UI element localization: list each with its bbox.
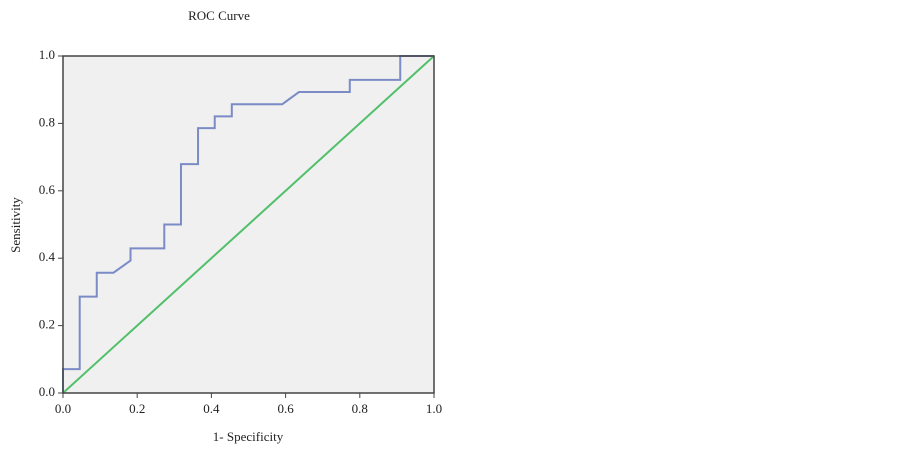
x-tick-label: 0.0	[55, 401, 71, 416]
x-tick-label: 0.8	[352, 401, 368, 416]
y-tick-label: 0.8	[39, 114, 55, 129]
x-axis-label: 1- Specificity	[213, 429, 284, 444]
y-tick-label: 0.6	[39, 182, 56, 197]
y-axis-label: Sensitivity	[8, 197, 23, 253]
x-tick-label: 0.6	[277, 401, 294, 416]
y-tick-label: 0.0	[39, 384, 55, 399]
y-tick-label: 0.4	[39, 249, 56, 264]
x-tick-label: 0.4	[203, 401, 220, 416]
x-tick-label: 1.0	[426, 401, 442, 416]
roc-line	[62, 55, 435, 394]
y-tick-label: 1.0	[39, 47, 55, 62]
x-tick-label: 0.2	[129, 401, 145, 416]
y-tick-label: 0.2	[39, 317, 55, 332]
chart-title: ROC Curve	[188, 8, 250, 23]
plot-border	[62, 55, 435, 394]
roc-line	[62, 55, 434, 393]
